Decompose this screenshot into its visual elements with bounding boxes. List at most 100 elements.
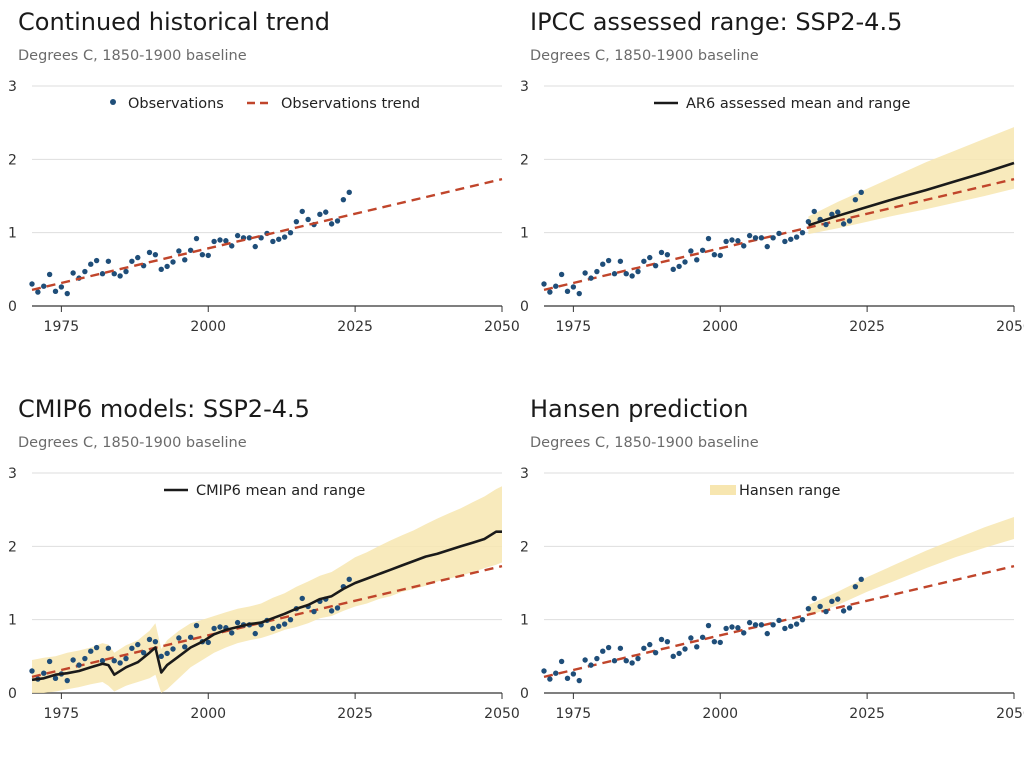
observation-point — [135, 254, 141, 261]
observation-point — [146, 636, 153, 643]
panel-ipcc-range: IPCC assessed range: SSP2-4.5 Degrees C,… — [512, 0, 1024, 372]
observation-point — [234, 619, 241, 626]
x-tick-label: 2025 — [337, 319, 373, 335]
y-tick-label: 3 — [8, 79, 17, 95]
observation-point — [746, 619, 753, 626]
observation-point — [70, 270, 76, 276]
chart-ipcc-range: 0 1 2 3 1975 2000 2025 2050 AR6 assessed mean an… — [520, 79, 1024, 335]
observation-point — [617, 645, 624, 651]
observation-point — [41, 283, 47, 289]
observation-point — [217, 624, 223, 630]
chart-hansen-prediction: 0 1 2 3 1975 2000 2025 2050 Hansen range — [520, 466, 1024, 722]
observation-point — [852, 196, 859, 203]
x-tick-label: 2000 — [190, 706, 226, 722]
observation-point — [82, 655, 88, 662]
observation-point — [770, 622, 776, 628]
observation-point — [287, 229, 294, 236]
panel-title: Continued historical trend — [18, 8, 330, 36]
observation-point — [193, 235, 200, 242]
observation-point — [276, 236, 282, 242]
y-tick-label: 0 — [520, 299, 529, 315]
observation-point — [164, 650, 170, 657]
observation-point — [647, 641, 653, 648]
observation-point — [64, 290, 70, 297]
panel-title: IPCC assessed range: SSP2-4.5 — [530, 8, 903, 36]
observation-point — [699, 247, 706, 253]
y-tick-label: 3 — [8, 466, 17, 482]
observation-point — [293, 218, 300, 225]
observation-point — [723, 238, 729, 245]
observation-point — [205, 252, 211, 259]
observation-point — [840, 608, 847, 614]
observation-point — [346, 189, 352, 196]
observation-point — [611, 658, 618, 664]
observation-point — [111, 658, 117, 664]
chart-cmip6-models: 0 1 2 3 1975 2000 2025 2050 CMIP6 mean and range — [8, 466, 520, 722]
observation-point — [805, 218, 812, 225]
observation-point — [741, 243, 747, 249]
observation-point — [281, 234, 288, 240]
observation-point — [270, 238, 276, 245]
observation-point — [70, 657, 76, 663]
legend-label-mean: AR6 assessed mean and range — [686, 96, 910, 112]
observation-point — [287, 616, 294, 623]
x-tick-label: 2050 — [484, 319, 520, 335]
observation-point — [52, 288, 59, 295]
y-tick-label: 2 — [8, 539, 17, 555]
observation-point — [717, 252, 723, 259]
observation-point — [117, 660, 123, 666]
observation-point — [652, 649, 659, 656]
panel-hansen-prediction: Hansen prediction Degrees C, 1850-1900 b… — [512, 387, 1024, 759]
observation-point — [564, 288, 571, 295]
observation-point — [117, 273, 123, 279]
observation-point — [823, 221, 829, 228]
observation-point — [547, 289, 553, 295]
observation-point — [152, 251, 159, 258]
observation-point — [688, 635, 694, 641]
panel-title: Hansen prediction — [530, 395, 749, 423]
observation-point — [788, 236, 794, 242]
observation-point — [46, 658, 53, 665]
observation-point — [635, 268, 641, 275]
observation-point — [676, 263, 682, 270]
observation-point — [334, 218, 341, 224]
observation-point — [746, 232, 753, 239]
y-tick-label: 2 — [520, 152, 529, 168]
observation-point — [252, 630, 258, 637]
observation-point — [799, 229, 806, 236]
observation-point — [176, 635, 182, 641]
observation-point — [270, 625, 276, 632]
observation-point — [647, 254, 653, 261]
y-tick-label: 3 — [520, 79, 529, 95]
observation-point — [93, 644, 100, 651]
observation-point — [553, 283, 559, 289]
observation-point — [570, 671, 577, 677]
observation-point — [594, 655, 600, 662]
observation-point — [229, 243, 235, 249]
observation-point — [564, 675, 571, 682]
observation-point — [735, 625, 741, 631]
observation-point — [346, 576, 352, 583]
observation-point — [799, 616, 806, 623]
observation-point — [682, 259, 688, 265]
observation-point — [676, 650, 682, 657]
observation-point — [811, 595, 817, 602]
observation-point — [694, 644, 700, 650]
observation-point — [764, 630, 770, 637]
observation-point — [811, 208, 817, 215]
observation-point — [182, 644, 188, 650]
observation-point — [105, 258, 112, 264]
observation-point — [64, 677, 70, 684]
observation-point — [600, 648, 606, 654]
observation-point — [311, 608, 317, 615]
observation-point — [182, 257, 188, 263]
observation-point — [641, 645, 647, 651]
legend-label-trend: Observations trend — [281, 96, 420, 112]
observation-point — [658, 249, 665, 256]
observation-point — [776, 230, 782, 237]
observation-point — [793, 621, 800, 627]
observation-point — [58, 284, 65, 290]
y-tick-label: 0 — [520, 686, 529, 702]
observation-point — [276, 623, 282, 629]
observation-point — [605, 257, 612, 264]
